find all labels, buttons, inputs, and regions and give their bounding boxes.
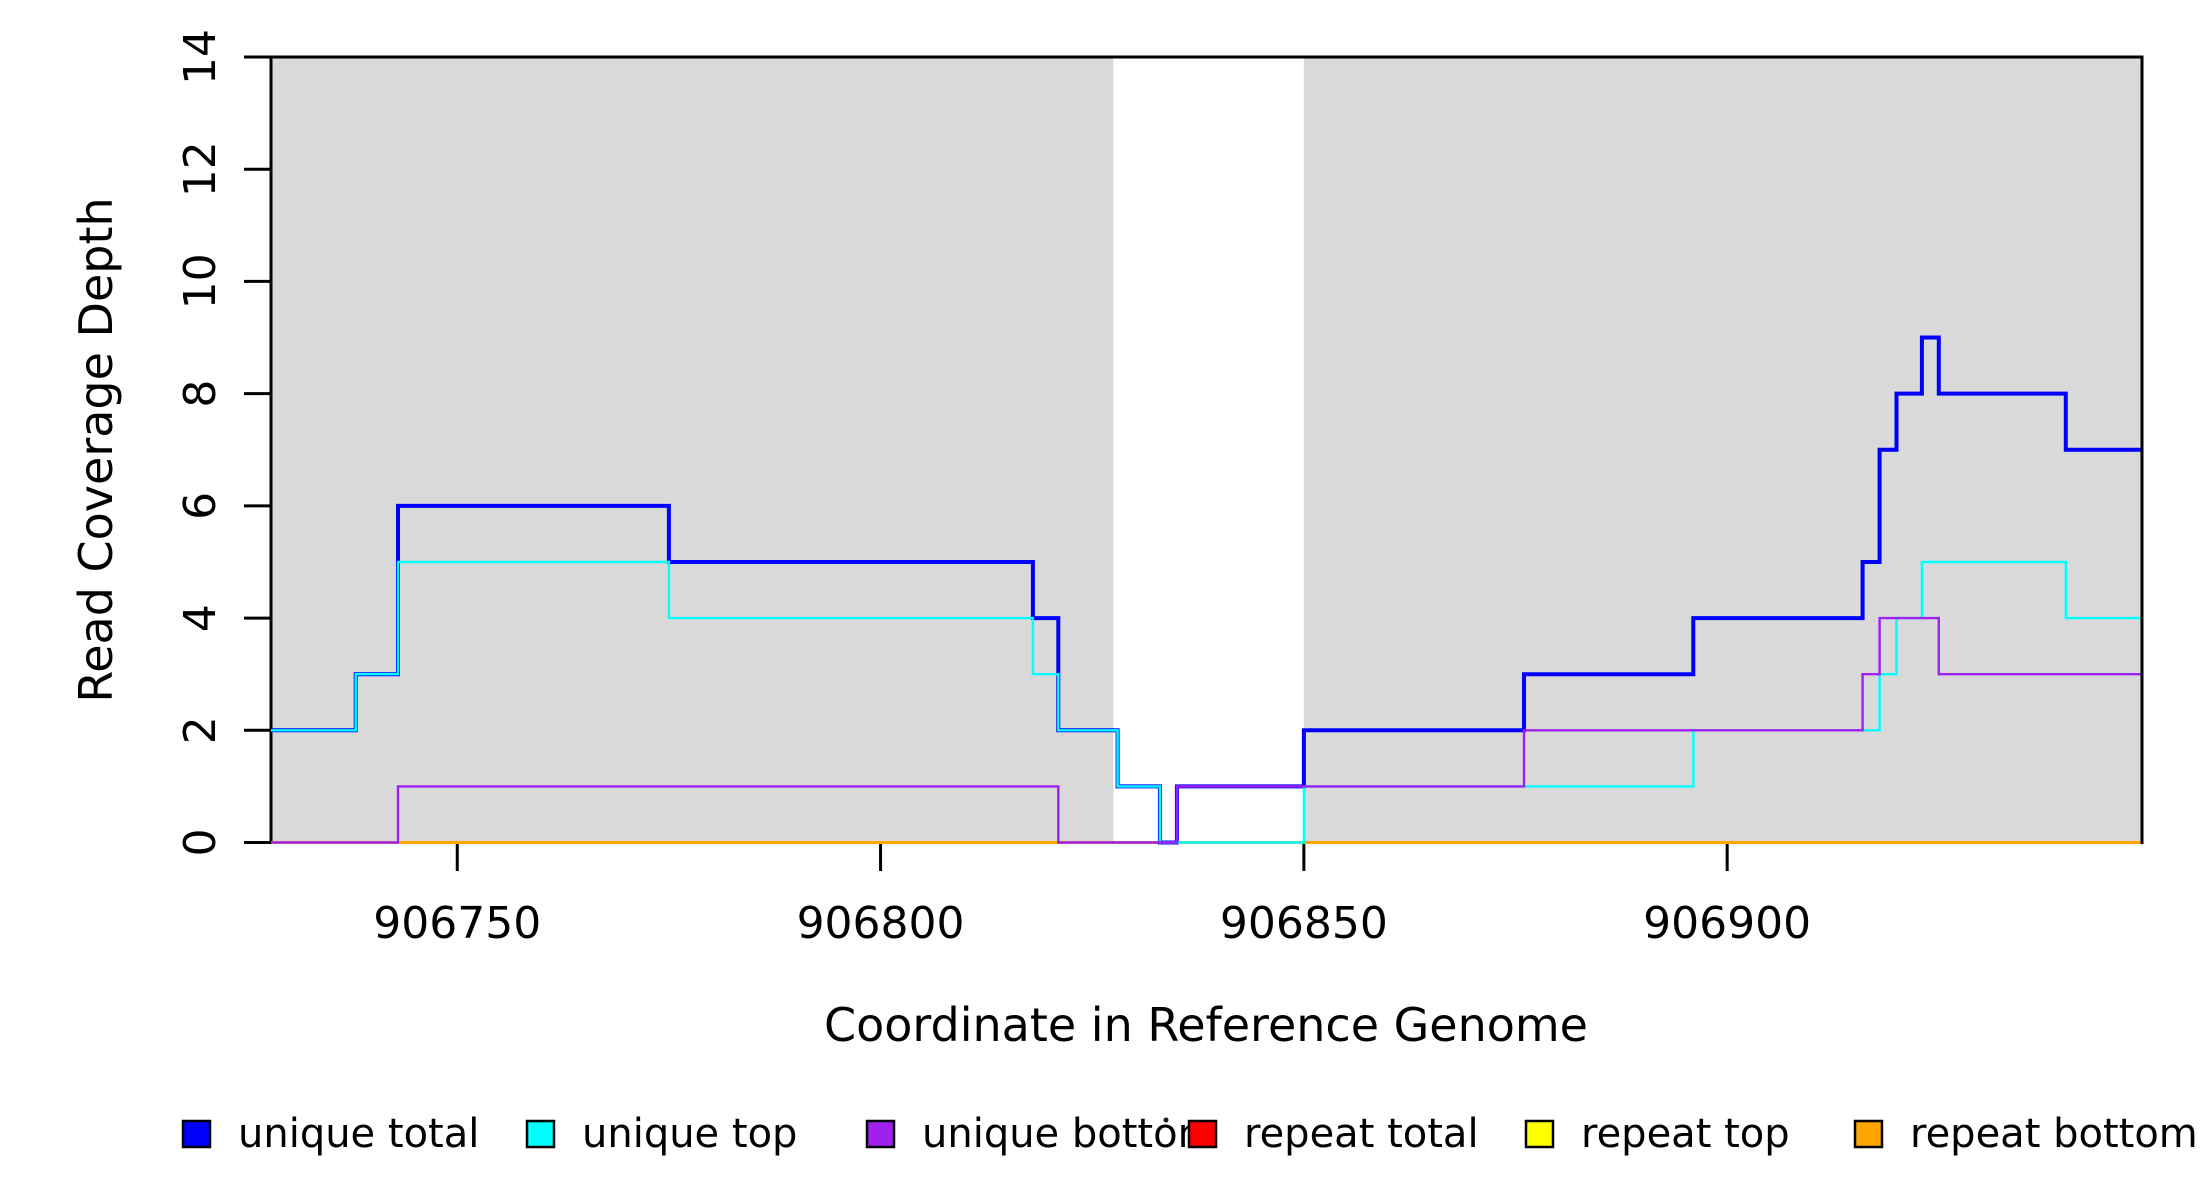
legend-label-unique-bottom: unique bottom bbox=[922, 1111, 1217, 1157]
x-axis-title: Coordinate in Reference Genome bbox=[824, 998, 1588, 1052]
plot-border bbox=[269, 55, 2144, 844]
legend-swatch-unique-bottom bbox=[865, 1119, 896, 1149]
legend-label-repeat-top: repeat top bbox=[1581, 1111, 1790, 1157]
legend-swatch-repeat-total bbox=[1187, 1119, 1218, 1149]
y-tick-label: 10 bbox=[175, 253, 226, 309]
legend-label-repeat-total: repeat total bbox=[1244, 1111, 1479, 1157]
legend-swatch-repeat-top bbox=[1524, 1119, 1555, 1149]
legend-swatch-unique-top bbox=[525, 1119, 556, 1149]
y-tick-label: 2 bbox=[175, 716, 226, 744]
y-tick-label: 0 bbox=[175, 829, 226, 857]
x-tick-label: 906900 bbox=[1643, 898, 1811, 949]
legend-label-repeat-bottom: repeat bottom bbox=[1910, 1111, 2198, 1157]
legend-label-unique-total: unique total bbox=[238, 1111, 479, 1157]
series-unique-bottom bbox=[271, 616, 2142, 844]
shaded-regions-layer bbox=[271, 57, 2142, 843]
y-tick-label: 4 bbox=[175, 604, 226, 632]
plot-border-layer bbox=[269, 55, 2144, 844]
y-axis-title: Read Coverage Depth bbox=[69, 197, 123, 702]
y-tick-label: 8 bbox=[175, 380, 226, 408]
ticks-layer: 906750 906800 906850 906900 0 2 4 6 8 10 12 14 bbox=[175, 29, 1811, 949]
y-tick-label: 14 bbox=[175, 29, 226, 85]
y-tick-label: 6 bbox=[175, 492, 226, 520]
legend-label-unique-top: unique top bbox=[582, 1111, 797, 1157]
legend: unique total unique top unique bottom repea… bbox=[181, 1111, 2198, 1157]
x-tick-label: 906850 bbox=[1220, 898, 1388, 949]
shaded-region bbox=[271, 57, 1114, 843]
series-unique-total bbox=[271, 335, 2142, 845]
legend-swatch-unique-total bbox=[181, 1119, 212, 1149]
shaded-region bbox=[1303, 57, 2142, 843]
series-layer bbox=[271, 335, 2142, 845]
y-tick-label: 12 bbox=[175, 141, 226, 197]
x-tick-label: 906800 bbox=[797, 898, 965, 949]
stray-dot bbox=[1163, 1117, 1169, 1123]
x-tick-label: 906750 bbox=[373, 898, 541, 949]
legend-swatch-repeat-bottom bbox=[1853, 1119, 1884, 1149]
